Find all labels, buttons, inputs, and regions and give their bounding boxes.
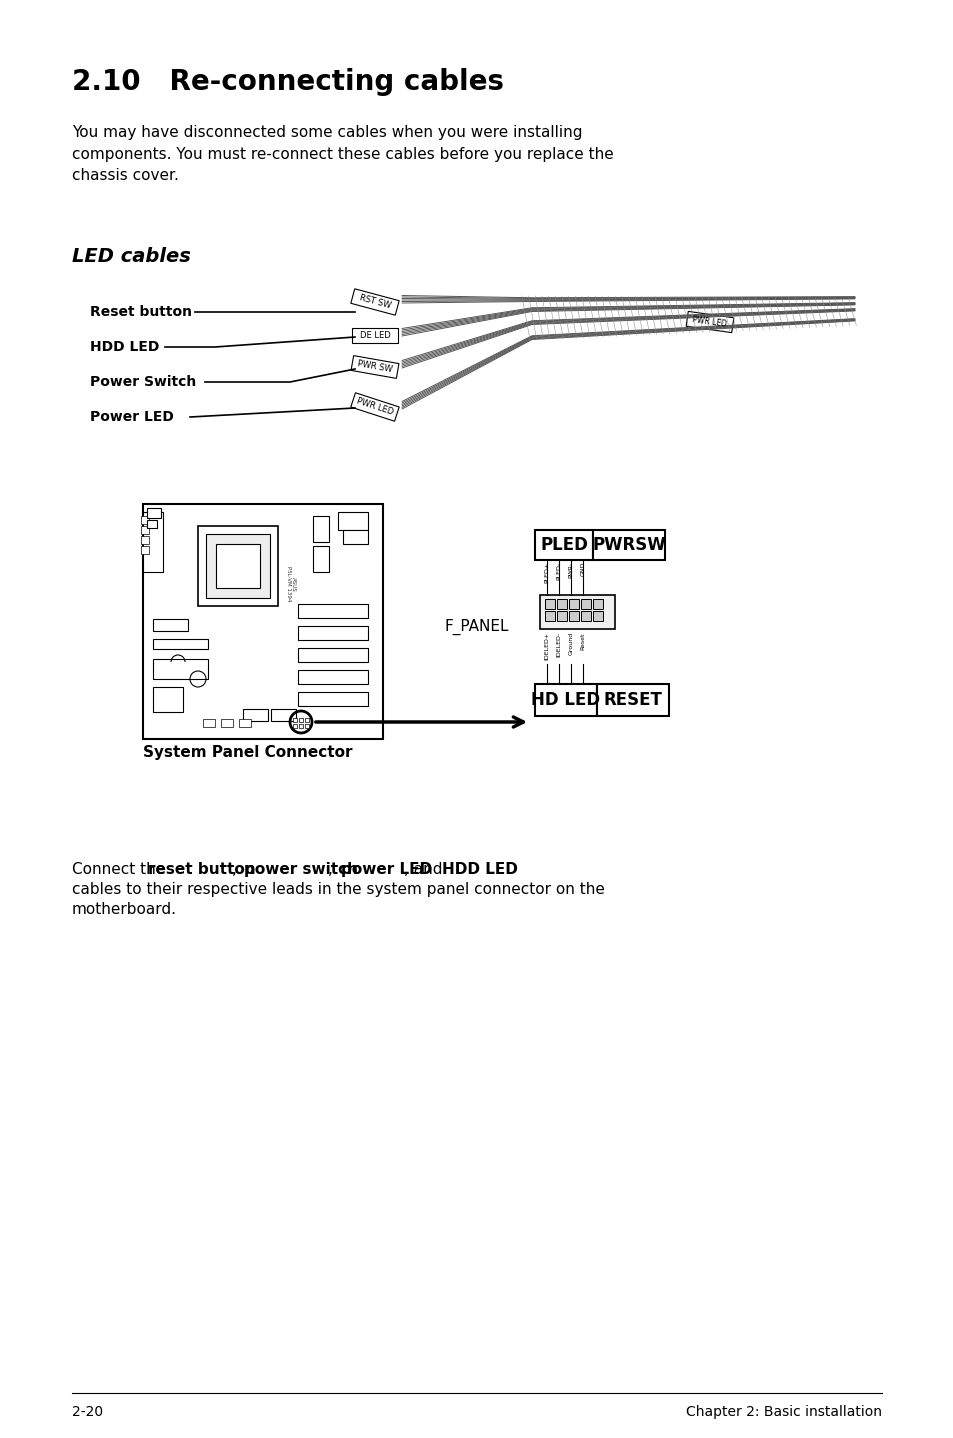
Bar [685,312,733,332]
Bar [568,600,578,610]
Bar [343,531,368,544]
Text: RST SW: RST SW [358,293,392,311]
Text: PWR SW: PWR SW [356,360,393,374]
Bar [351,289,398,315]
Text: cables to their respective leads in the system panel connector on the: cables to their respective leads in the … [71,881,604,897]
Bar [243,709,268,720]
Bar [313,546,329,572]
Bar [152,687,183,712]
Bar [143,512,163,572]
Bar [557,611,566,621]
Text: PWR LED: PWR LED [692,315,727,329]
Text: IDELED+: IDELED+ [544,631,549,660]
Bar [337,512,368,531]
Bar [293,718,296,722]
Bar [597,684,668,716]
Text: PWR-: PWR- [568,562,573,578]
Text: reset button: reset button [148,861,255,877]
Text: System Panel Connector: System Panel Connector [143,745,352,761]
Bar [305,718,309,722]
Bar [141,546,149,554]
Bar [351,355,398,378]
Text: IDELED-: IDELED- [556,631,561,657]
Text: PLED+: PLED+ [544,562,549,584]
Bar [593,611,602,621]
Bar [215,544,260,588]
Text: Reset: Reset [579,631,585,650]
Bar [152,638,208,649]
Text: , and: , and [403,861,447,877]
Text: GND: GND [579,562,585,577]
Bar [535,531,593,559]
Text: You may have disconnected some cables when you were installing
components. You m: You may have disconnected some cables wh… [71,125,613,183]
Bar [535,684,597,716]
Bar [544,600,555,610]
Bar [539,595,615,628]
Text: LED cables: LED cables [71,247,191,266]
Bar [568,611,578,621]
Text: Connect the: Connect the [71,861,170,877]
Text: PLED: PLED [539,536,587,554]
Bar [147,508,161,518]
Bar [152,659,208,679]
Bar [557,600,566,610]
Text: DE LED: DE LED [359,331,390,339]
Bar [580,600,590,610]
Bar [580,611,590,621]
Text: ,: , [328,861,337,877]
Bar [198,526,277,605]
Text: motherboard.: motherboard. [71,902,177,917]
Bar [298,723,303,728]
Text: Ground: Ground [568,631,573,656]
Text: PWR LED: PWR LED [355,397,395,417]
Text: Reset button: Reset button [90,305,192,319]
Bar [239,719,251,728]
Bar [141,516,149,523]
Text: power switch: power switch [244,861,357,877]
Text: Power Switch: Power Switch [90,375,196,390]
Bar [297,649,368,661]
Text: HDD LED: HDD LED [90,339,159,354]
Bar [147,521,157,528]
Bar [593,600,602,610]
Bar [313,516,329,542]
Bar [141,526,149,533]
Text: Power LED: Power LED [90,410,173,424]
Bar [141,536,149,544]
Bar [297,692,368,706]
Text: 2-20: 2-20 [71,1405,103,1419]
Text: ASUS
P5L-VM 1394: ASUS P5L-VM 1394 [285,567,296,601]
Bar [143,503,382,739]
Bar [593,531,664,559]
Text: Chapter 2: Basic installation: Chapter 2: Basic installation [685,1405,882,1419]
Bar [203,719,214,728]
Bar [206,533,270,598]
Bar [298,718,303,722]
Bar [297,670,368,684]
Bar [221,719,233,728]
Bar [352,328,397,342]
Bar [297,626,368,640]
Bar [544,611,555,621]
Text: 2.10   Re-connecting cables: 2.10 Re-connecting cables [71,68,503,96]
Bar [297,604,368,618]
Bar [351,393,398,421]
Bar [152,618,188,631]
Text: PLED-: PLED- [556,562,561,580]
Text: power LED: power LED [340,861,432,877]
Text: ,: , [232,861,241,877]
Bar [271,709,295,720]
Text: PWRSW: PWRSW [592,536,665,554]
Text: HD LED: HD LED [531,692,600,709]
Text: HDD LED: HDD LED [441,861,517,877]
Text: F_PANEL: F_PANEL [444,618,509,636]
Bar [293,723,296,728]
Bar [305,723,309,728]
Text: RESET: RESET [603,692,661,709]
